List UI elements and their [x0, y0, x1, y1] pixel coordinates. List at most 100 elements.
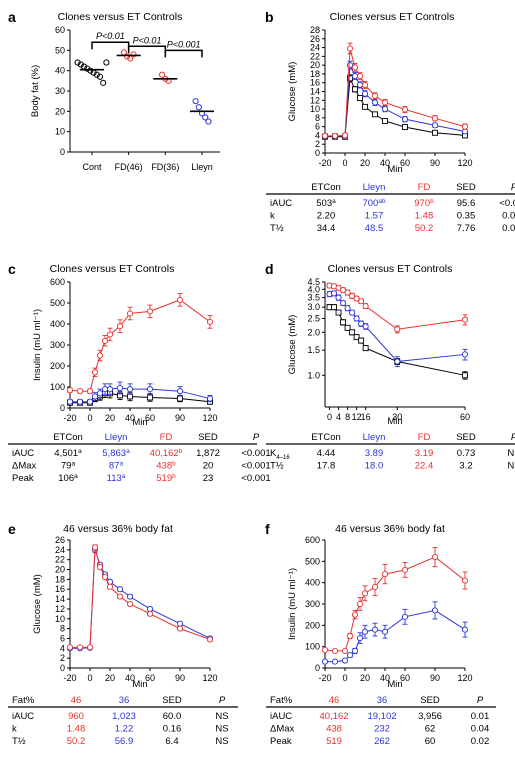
- y-tick-label: 12: [310, 95, 320, 105]
- panel-label: c: [8, 261, 16, 277]
- data-point: [206, 636, 214, 643]
- table-subscript: 4–16: [276, 455, 290, 461]
- table-cell: 40,162: [319, 711, 348, 722]
- data-point: [340, 300, 347, 307]
- data-point: [146, 605, 154, 612]
- x-axis-label: Min: [132, 679, 147, 690]
- data-point: [176, 620, 184, 627]
- table-header: FD: [160, 432, 173, 443]
- table-cell: 48.5: [365, 223, 384, 234]
- panel-label: d: [265, 261, 274, 277]
- data-point: [401, 116, 409, 123]
- data-point: [106, 583, 114, 590]
- data-point: [96, 352, 104, 359]
- chart-title: 46 versus 36% body fat: [335, 523, 445, 535]
- x-tick-label: 40: [380, 158, 390, 168]
- data-point: [86, 644, 94, 651]
- data-point: [461, 123, 469, 130]
- data-point: [101, 337, 109, 344]
- data-point: [130, 51, 137, 58]
- table-cell: 519: [326, 736, 342, 747]
- table-cell: NS: [507, 461, 515, 472]
- x-tick-label: 20: [360, 158, 370, 168]
- table-cell: 40,162b: [150, 448, 183, 460]
- table-superscript: ab: [378, 198, 386, 205]
- panel-label: b: [265, 9, 274, 25]
- data-point: [432, 129, 438, 136]
- table-cell: 20: [203, 461, 214, 472]
- data-point: [361, 590, 369, 597]
- data-point: [381, 106, 389, 113]
- data-point: [372, 111, 378, 118]
- table-cell: ΔMax: [270, 724, 295, 735]
- series-line: [69, 299, 211, 392]
- y-tick-label: 18: [310, 69, 320, 79]
- data-point: [66, 644, 74, 651]
- data-point: [461, 316, 469, 323]
- table-cell: 5,863a: [102, 448, 130, 460]
- data-point: [331, 658, 339, 665]
- table-cell: iAUC: [12, 448, 34, 459]
- x-axis-label: Min: [387, 164, 402, 175]
- y-tick-label: 400: [305, 578, 320, 588]
- chart-title: Clones versus ET Controls: [50, 263, 175, 275]
- data-point: [86, 398, 94, 405]
- table-cell: iAUC: [12, 711, 34, 722]
- table-cell: 519b: [156, 473, 176, 485]
- y-tick-label: 3.0: [307, 302, 320, 312]
- x-axis-label: Min: [387, 679, 402, 690]
- y-tick-label: 26: [310, 34, 320, 44]
- data-point: [353, 315, 360, 322]
- data-point: [66, 387, 74, 394]
- x-tick-label: -20: [63, 413, 76, 423]
- x-tick-label: 120: [202, 673, 217, 683]
- y-tick-label: 6: [60, 633, 65, 643]
- x-tick-label: 90: [430, 158, 440, 168]
- table-cell: T½: [270, 461, 284, 472]
- data-point: [461, 351, 469, 358]
- table-superscript: a: [119, 460, 123, 467]
- x-tick-label: 40: [125, 673, 135, 683]
- x-tick-label: 4: [336, 412, 341, 422]
- panel-c: c Clones versus ET Controls01002003004005…: [8, 261, 271, 484]
- table-superscript: a: [126, 448, 130, 455]
- table-cell: 700ab: [362, 198, 385, 210]
- y-tick-label: 0: [315, 148, 320, 158]
- table-header: ETCon: [311, 182, 341, 193]
- data-point: [147, 394, 153, 401]
- y-tick-label: 14: [55, 594, 65, 604]
- data-point: [159, 71, 166, 78]
- table-cell: 0.070: [502, 223, 515, 234]
- panel-label: e: [8, 521, 16, 537]
- data-point: [347, 75, 353, 82]
- table-cell: 4,501a: [54, 448, 82, 460]
- data-point: [431, 607, 439, 614]
- table-cell: K4–16: [270, 448, 290, 461]
- y-tick-label: 4.0: [307, 284, 320, 294]
- table-cell: 438: [326, 724, 342, 735]
- table-cell: 0.35: [457, 211, 476, 222]
- x-tick-label: -20: [63, 673, 76, 683]
- x-tick-label: 0: [342, 158, 347, 168]
- table-cell: 62: [425, 724, 436, 735]
- table-superscript: b: [430, 198, 434, 205]
- table-cell: <0.001: [499, 198, 515, 209]
- data-point: [401, 613, 409, 620]
- table-cell: 0.16: [163, 724, 182, 735]
- y-tick-label: 50: [55, 45, 65, 55]
- table-cell: 0.73: [457, 448, 476, 459]
- data-point: [176, 625, 184, 632]
- data-point: [361, 628, 369, 635]
- y-axis-label: Glucose (mM): [287, 62, 298, 122]
- data-point: [195, 104, 202, 111]
- x-tick-label: 120: [202, 413, 217, 423]
- y-tick-label: 400: [50, 319, 65, 329]
- y-tick-label: 30: [55, 86, 65, 96]
- data-point: [103, 59, 110, 66]
- table-header: FD: [418, 432, 431, 443]
- data-point: [321, 132, 329, 139]
- data-point: [351, 611, 359, 618]
